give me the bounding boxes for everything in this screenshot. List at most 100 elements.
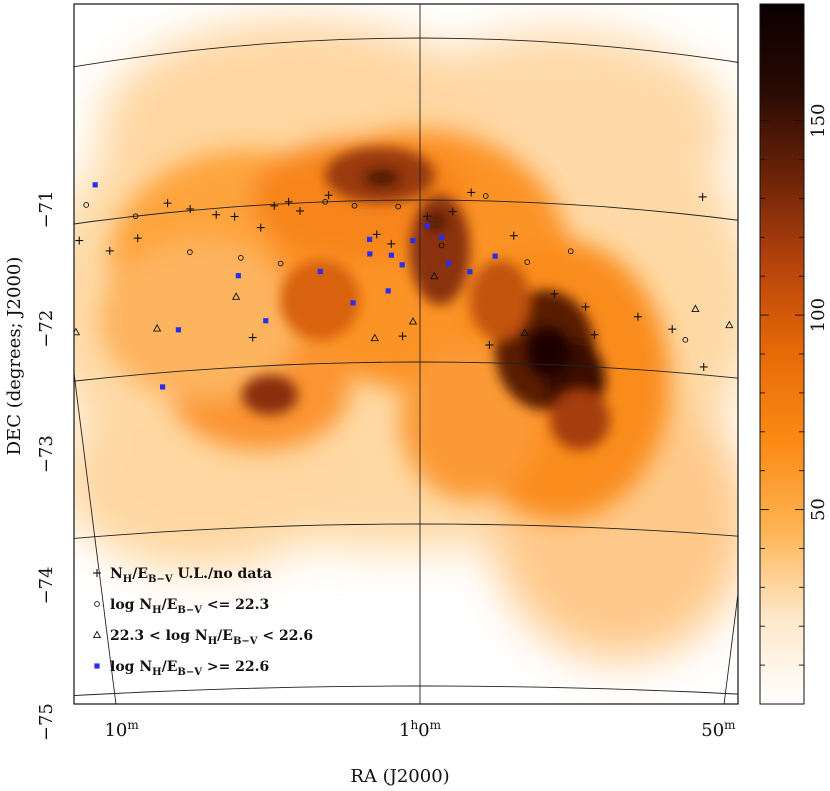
plus-marker <box>93 569 101 577</box>
plus-marker <box>550 289 559 298</box>
circle-marker <box>682 336 689 343</box>
plus-marker <box>423 212 432 221</box>
colorbar-scale <box>759 3 805 705</box>
plus-marker <box>398 332 407 341</box>
circle-marker <box>482 193 489 199</box>
x-tick-labels: 1h30m20m10m1h0m50m40m30m <box>104 718 736 741</box>
plus-marker <box>284 197 293 206</box>
legend-entry-circle: log NH/EB−V <= 22.3 <box>110 597 269 616</box>
circle-marker <box>438 242 445 249</box>
circle-marker <box>322 198 329 205</box>
plus-marker <box>590 330 599 339</box>
triangle-marker <box>231 292 241 300</box>
square-marker <box>175 327 182 333</box>
circle-marker <box>94 601 100 607</box>
triangle-marker <box>725 320 734 329</box>
square-marker <box>439 234 445 240</box>
y-axis-title: DEC (degrees; J2000) <box>4 257 25 456</box>
colorbar-ticks: 50 100 150 <box>760 42 829 666</box>
ra-gridline <box>74 369 117 704</box>
dec-gridline <box>74 685 738 697</box>
circle-marker <box>83 202 90 208</box>
square-marker <box>367 251 373 257</box>
plus-marker <box>295 206 304 215</box>
plus-marker <box>75 236 84 245</box>
y-tick-label: −71 <box>36 190 57 228</box>
plus-marker <box>509 231 518 240</box>
square-marker <box>424 223 430 229</box>
square-marker <box>159 384 166 390</box>
square-marker <box>385 288 391 294</box>
square-marker <box>317 268 323 275</box>
square-marker <box>263 318 269 324</box>
circle-marker <box>351 202 358 209</box>
square-marker <box>388 252 394 258</box>
y-tick-label: −72 <box>36 310 57 348</box>
square-marker <box>367 236 373 242</box>
legend-entry-square: log NH/EB−V >= 22.6 <box>110 659 269 678</box>
plus-marker <box>372 230 381 239</box>
plus-marker <box>668 325 677 334</box>
ra-gridline <box>723 590 738 704</box>
plus-marker <box>270 201 279 210</box>
y-tick-label: −73 <box>36 435 57 473</box>
triangle-marker <box>152 323 162 332</box>
plus-marker <box>230 212 239 221</box>
dec-gridline <box>74 37 738 68</box>
y-tick-label: −74 <box>36 566 57 604</box>
x-tick-label: 50m <box>701 718 736 741</box>
dec-gridline <box>74 199 738 225</box>
square-marker <box>821 385 826 390</box>
legend-entry-plus: NH/EB−V U.L./no data <box>110 566 272 585</box>
circle-marker <box>395 203 402 210</box>
circle-marker <box>277 260 284 267</box>
square-marker <box>748 320 753 325</box>
plus-marker <box>34 258 42 266</box>
square-marker <box>94 663 100 669</box>
plus-marker <box>133 234 142 243</box>
plus-marker <box>448 207 457 216</box>
square-marker <box>445 260 452 266</box>
plus-marker <box>186 204 195 213</box>
x-tick-label: 10m <box>104 718 139 741</box>
plus-marker <box>699 362 708 371</box>
density-map <box>74 20 738 660</box>
plus-marker <box>485 340 494 349</box>
square-marker <box>235 273 241 279</box>
square-marker <box>740 297 745 302</box>
plus-marker <box>633 312 642 321</box>
colorbar: 50 100 150 <box>759 3 829 705</box>
triangle-marker <box>92 630 102 639</box>
x-axis-title: RA (J2000) <box>350 766 449 787</box>
circle-marker <box>237 255 244 261</box>
plus-marker <box>256 223 265 232</box>
colorbar-tick-label: 100 <box>808 298 829 332</box>
x-tick-label: 1h0m <box>399 718 442 741</box>
circle-marker <box>567 248 574 255</box>
y-tick-label: −75 <box>36 703 57 741</box>
map-frame <box>73 3 739 705</box>
colorbar-tick-label: 150 <box>808 104 829 138</box>
triangle-marker <box>520 328 529 337</box>
circle-marker <box>524 259 531 265</box>
legend: NH/EB−V U.L./no data log NH/EB−V <= 22.3 2… <box>92 566 313 678</box>
legend-entry-triangle: 22.3 < log NH/EB−V < 22.6 <box>110 628 313 647</box>
square-marker <box>467 269 473 275</box>
plus-marker <box>105 246 114 255</box>
plus-marker <box>698 192 707 201</box>
square-marker <box>399 262 405 268</box>
triangle-marker <box>691 304 700 313</box>
colorbar-tick-label: 50 <box>808 498 829 521</box>
triangle-marker <box>408 316 418 325</box>
triangle-marker <box>430 271 439 280</box>
circle-marker <box>187 249 193 256</box>
dec-gridline <box>74 523 738 539</box>
plus-marker <box>0 204 1 212</box>
plus-marker <box>581 302 590 311</box>
circle-marker <box>132 213 139 220</box>
y-tick-labels: −71 −72 −73 −74 −75 <box>36 190 57 741</box>
plus-marker <box>467 188 476 197</box>
